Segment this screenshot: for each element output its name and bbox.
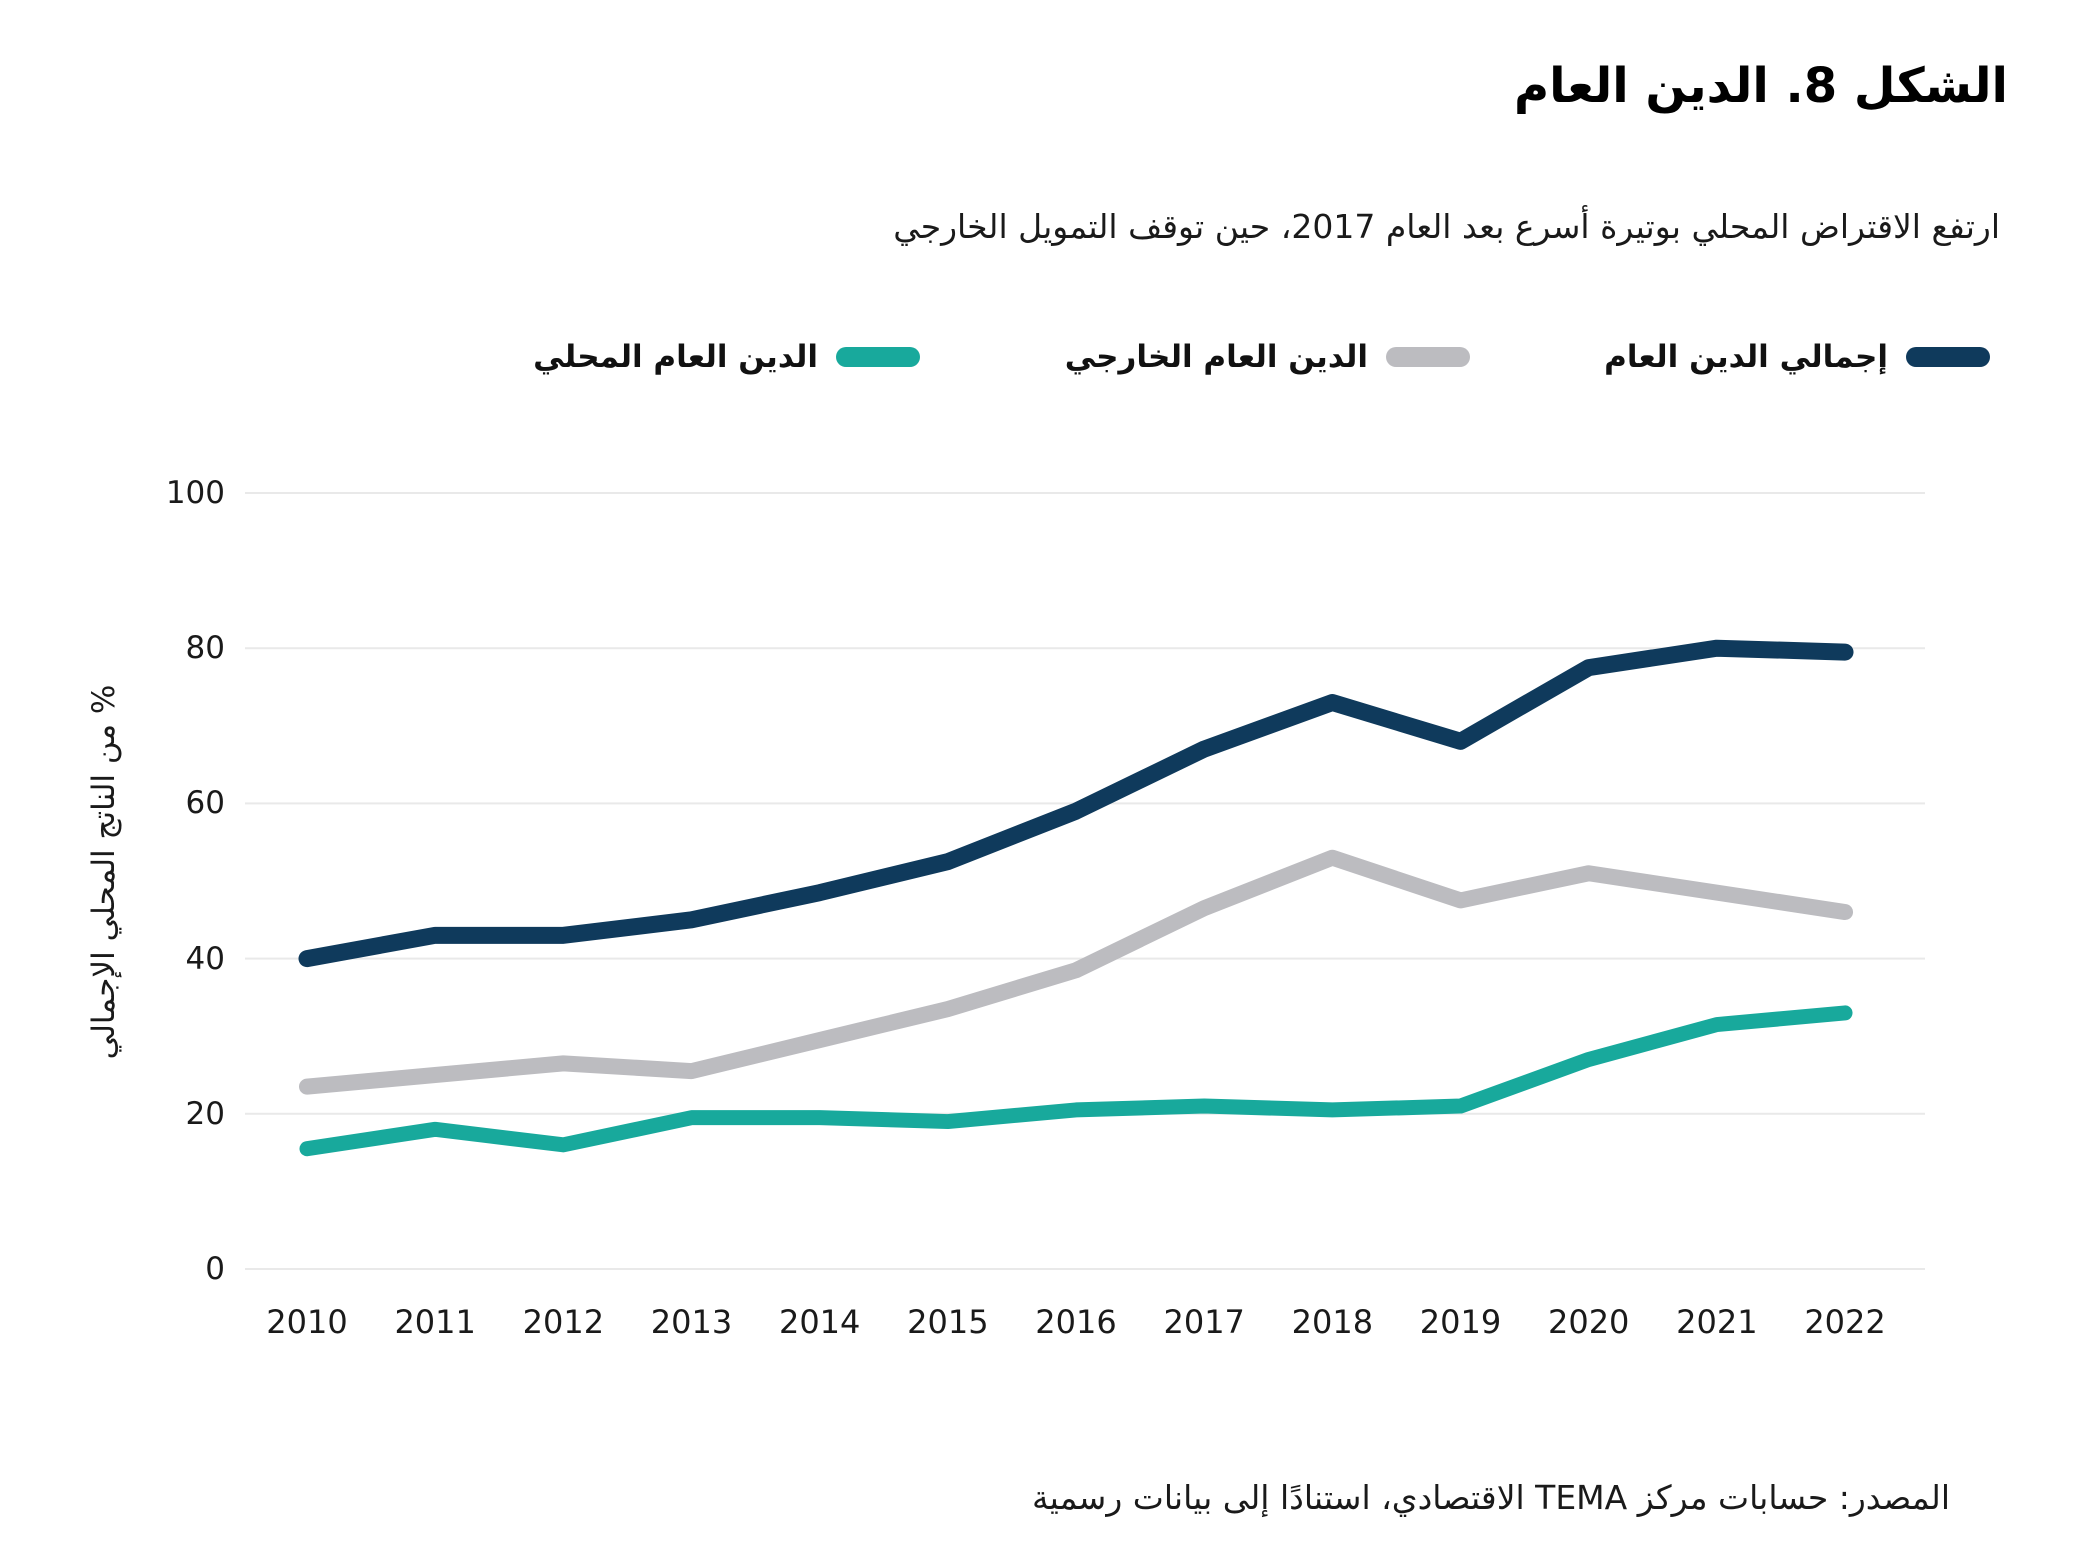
figure-source: المصدر: حسابات مركز TEMA الاقتصادي، استن… bbox=[1031, 1478, 1950, 1517]
x-tick-label: 2020 bbox=[1547, 1303, 1630, 1341]
x-tick-label: 2016 bbox=[1035, 1303, 1117, 1341]
x-tick-label: 2018 bbox=[1291, 1303, 1374, 1341]
y-axis-title: % من الناتج المحلي الإجمالي bbox=[86, 684, 122, 1060]
legend-label: الدين العام الخارجي bbox=[1064, 339, 1368, 375]
x-tick-label: 2015 bbox=[907, 1303, 989, 1341]
chart-legend: إجمالي الدين العام الدين العام الخارجي الد… bbox=[0, 336, 2084, 378]
x-tick-label: 2011 bbox=[394, 1303, 476, 1341]
series-line bbox=[298, 639, 1854, 968]
line-chart-plot bbox=[245, 492, 1925, 1270]
legend-label: الدين العام المحلي bbox=[533, 339, 818, 375]
x-tick-label: 2012 bbox=[522, 1303, 605, 1341]
legend-swatch bbox=[1906, 347, 1990, 367]
y-tick-label: 0 bbox=[205, 1251, 225, 1287]
series-line bbox=[299, 1005, 1853, 1157]
x-tick-label: 2019 bbox=[1419, 1303, 1502, 1341]
y-tick-label: 60 bbox=[185, 785, 225, 822]
legend-swatch bbox=[836, 347, 920, 367]
y-tick-label: 100 bbox=[165, 475, 225, 511]
legend-item: الدين العام الخارجي bbox=[1065, 336, 1470, 378]
figure-title: الشكل 8. الدين العام bbox=[1513, 58, 2008, 114]
legend-item: إجمالي الدين العام bbox=[1604, 336, 1990, 378]
x-tick-label: 2010 bbox=[266, 1303, 348, 1341]
x-tick-label: 2014 bbox=[778, 1303, 861, 1341]
x-tick-label: 2022 bbox=[1804, 1303, 1886, 1341]
x-tick-label: 2017 bbox=[1163, 1303, 1245, 1341]
legend-item: الدين العام المحلي bbox=[533, 336, 920, 378]
x-tick-label: 2013 bbox=[650, 1303, 733, 1341]
legend-label: إجمالي الدين العام bbox=[1604, 339, 1888, 375]
x-tick-label: 2021 bbox=[1676, 1303, 1758, 1341]
y-tick-label: 40 bbox=[185, 940, 225, 977]
series-line bbox=[299, 849, 1854, 1095]
y-tick-label: 80 bbox=[185, 630, 225, 667]
legend-swatch bbox=[1386, 347, 1470, 367]
figure-subtitle: ارتفع الاقتراض المحلي بوتيرة أسرع بعد ال… bbox=[893, 207, 2000, 246]
y-tick-label: 20 bbox=[185, 1095, 225, 1132]
